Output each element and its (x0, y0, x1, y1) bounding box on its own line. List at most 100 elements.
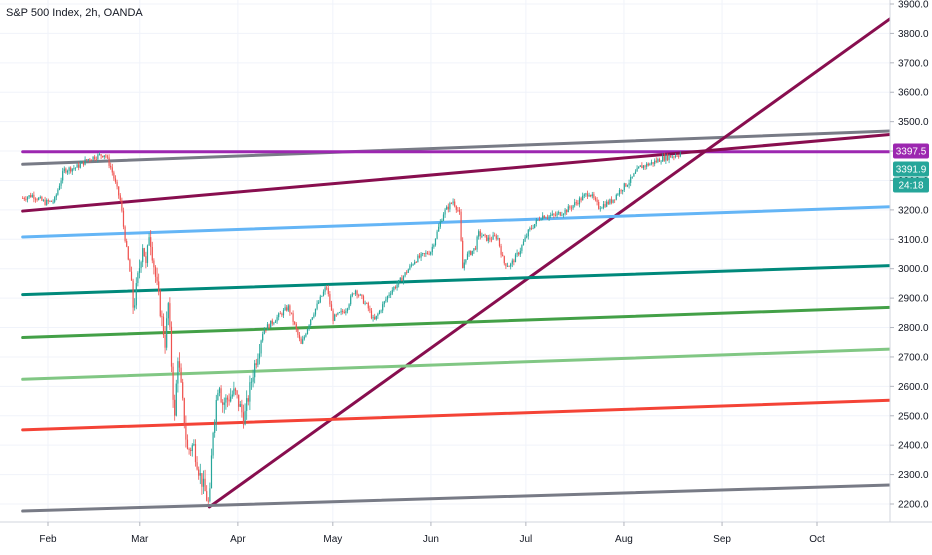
candle-body (143, 248, 145, 257)
candle-body (391, 290, 393, 294)
candle-body (676, 155, 678, 157)
candle-body (377, 313, 379, 316)
candle-body (284, 307, 286, 311)
candle-body (596, 199, 598, 202)
candle-body (609, 199, 611, 204)
candle-body (185, 424, 187, 440)
price-tick-label: 2600.0 (898, 382, 929, 393)
candle-body (532, 227, 534, 229)
candle-body (662, 156, 664, 162)
candle-body (183, 398, 185, 425)
candle-body (644, 165, 646, 167)
candle-body (545, 217, 547, 219)
candle-body (386, 296, 389, 300)
candle-body (447, 206, 449, 210)
candle-body (500, 245, 502, 255)
candle-body (55, 194, 57, 198)
trendline-9[interactable] (21, 483, 904, 513)
candle-body (201, 473, 203, 487)
candle-body (497, 238, 499, 239)
candle-body (566, 209, 568, 213)
trendline-7[interactable] (21, 347, 904, 381)
candle-body (327, 288, 329, 295)
candle-body (505, 263, 507, 267)
trendline-6[interactable] (21, 305, 904, 340)
candle-body (169, 303, 171, 327)
candle-body (372, 317, 374, 319)
candle-body (271, 320, 273, 324)
candle-body (476, 236, 478, 250)
price-tick-label: 2400.0 (898, 441, 929, 452)
candle-body (378, 310, 381, 314)
trendline-8[interactable] (21, 398, 904, 432)
candle-body (513, 260, 515, 263)
grid (0, 0, 890, 522)
candle-body (180, 367, 182, 383)
candle-body (92, 156, 94, 160)
candle-body (591, 194, 593, 197)
trendline-5[interactable] (21, 263, 904, 297)
candle-body (310, 319, 312, 326)
candle-body (567, 206, 569, 213)
candle-body (478, 231, 480, 237)
candle-body (530, 227, 533, 229)
candle-body (244, 410, 246, 425)
candle-body (433, 244, 435, 247)
candle-body (177, 361, 179, 384)
candle-body (214, 421, 216, 433)
candle-body (222, 402, 224, 405)
candle-body (550, 215, 552, 217)
candle-body (257, 358, 259, 365)
candle-body (577, 202, 579, 205)
candle-body (305, 334, 307, 337)
candle-body (343, 311, 345, 314)
price-axis-bg[interactable] (890, 0, 932, 550)
price-tick-label: 3000.0 (898, 264, 929, 275)
candle-body (356, 290, 358, 296)
candle-body (614, 199, 616, 201)
candle-body (220, 388, 222, 403)
time-tick-label: Feb (39, 534, 57, 545)
candle-body (514, 254, 517, 263)
candle-body (166, 318, 168, 348)
candle-body (186, 439, 189, 449)
candle-body (498, 238, 501, 246)
trendline-0[interactable] (21, 128, 904, 166)
candle-body (78, 164, 80, 168)
candle-body (161, 316, 163, 317)
candle-body (87, 159, 89, 161)
candle-body (198, 469, 200, 476)
candle-body (223, 402, 225, 405)
candle-body (511, 260, 513, 264)
candle-body (679, 153, 681, 157)
trendlines[interactable] (21, 8, 904, 513)
candle-body (465, 259, 467, 263)
candle-body (430, 252, 432, 255)
candle-body (217, 393, 219, 401)
candle-body (130, 271, 133, 281)
candle-body (81, 161, 83, 164)
trendline-3[interactable] (207, 8, 904, 509)
candle-body (86, 159, 88, 161)
trendline-2[interactable] (21, 131, 904, 213)
candle-body (242, 412, 245, 425)
candle-body (276, 317, 278, 322)
candle-body (33, 194, 35, 199)
candle-body (540, 219, 542, 221)
candle-body (236, 390, 238, 395)
candle-body (508, 266, 510, 267)
candle-body (350, 296, 352, 305)
candle-body (42, 200, 45, 201)
candle-body (193, 444, 195, 446)
candle-body (298, 334, 301, 339)
chart-title: S&P 500 Index, 2h, OANDA (6, 7, 143, 19)
candle-body (100, 154, 102, 156)
candle-body (492, 235, 494, 240)
candle-body (36, 199, 38, 201)
time-axis-bg[interactable] (0, 522, 932, 550)
candle-body (290, 312, 293, 314)
trendline-4[interactable] (21, 204, 904, 239)
candle-body (230, 396, 232, 402)
